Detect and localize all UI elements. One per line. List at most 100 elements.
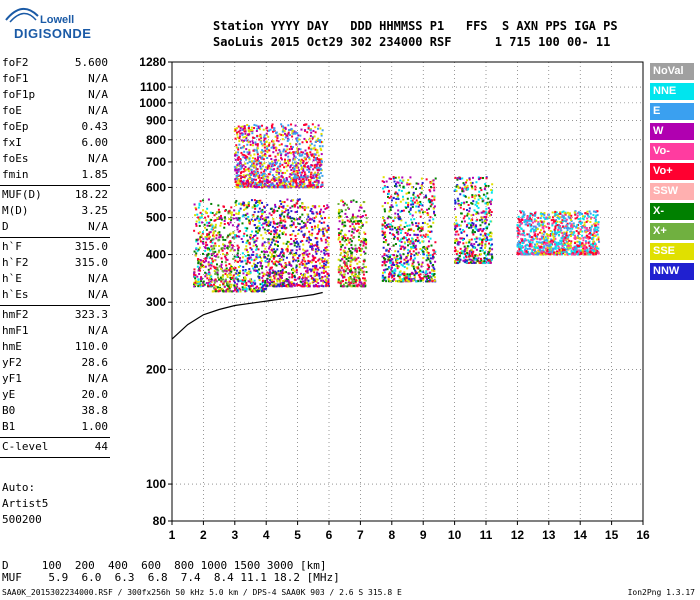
echo-point [216, 271, 219, 274]
echo-point [383, 186, 386, 189]
echo-point [325, 246, 328, 249]
echo-point [288, 263, 291, 266]
echo-point [403, 272, 406, 275]
echo-point [296, 240, 299, 243]
echo-point [320, 264, 323, 267]
echo-point [280, 133, 283, 136]
echo-point [465, 181, 468, 184]
echo-point [342, 237, 345, 240]
echo-point [393, 235, 396, 238]
echo-point [308, 168, 311, 171]
echo-point [245, 282, 248, 285]
echo-point [381, 274, 384, 277]
echo-point [475, 258, 478, 261]
echo-point [467, 213, 470, 216]
echo-point [400, 181, 403, 184]
echo-point [349, 218, 352, 221]
echo-point [339, 285, 342, 288]
echo-point [337, 281, 340, 284]
echo-point [305, 141, 308, 144]
echo-point [242, 265, 245, 268]
echo-point [420, 229, 423, 232]
echo-point [215, 212, 218, 215]
echo-point [340, 266, 343, 269]
echo-point [581, 215, 584, 218]
echo-point [270, 278, 273, 281]
echo-point [291, 257, 294, 260]
echo-point [282, 126, 285, 129]
echo-point [272, 211, 275, 214]
echo-point [236, 183, 239, 186]
echo-point [303, 284, 306, 287]
echo-point [271, 249, 274, 252]
echo-point [273, 164, 276, 167]
echo-point [239, 270, 242, 273]
echo-point [300, 151, 303, 154]
echo-point [294, 124, 297, 127]
echo-point [281, 163, 284, 166]
echo-point [304, 175, 307, 178]
x-tick-label: 11 [480, 528, 493, 542]
echo-point [489, 244, 492, 247]
echo-point [261, 201, 264, 204]
echo-point [256, 127, 259, 130]
echo-point [300, 168, 303, 171]
param-name: foEs [2, 152, 29, 165]
echo-point [394, 243, 397, 246]
echo-point [432, 266, 435, 269]
echo-point [194, 277, 197, 280]
echo-point [298, 254, 301, 257]
echo-point [271, 210, 274, 213]
echo-point [228, 241, 231, 244]
echo-point [292, 223, 295, 226]
echo-point [226, 281, 229, 284]
echo-point [458, 252, 461, 255]
echo-point [199, 211, 202, 214]
echo-point [284, 150, 287, 153]
x-tick-label: 2 [200, 528, 207, 542]
echo-point [454, 259, 457, 262]
echo-point [350, 267, 353, 270]
echo-point [471, 195, 474, 198]
echo-point [455, 258, 458, 261]
echo-point [391, 276, 394, 279]
echo-point [355, 258, 358, 261]
echo-point [327, 279, 330, 282]
echo-point [280, 284, 283, 287]
echo-point [476, 259, 479, 262]
echo-point [213, 254, 216, 257]
echo-point [389, 228, 392, 231]
echo-point [298, 198, 301, 201]
echo-point [490, 253, 493, 256]
echo-point [324, 266, 327, 269]
echo-point [256, 168, 259, 171]
echo-point [209, 231, 212, 234]
echo-point [402, 279, 405, 282]
echo-point [270, 241, 273, 244]
echo-point [324, 278, 327, 281]
echo-point [356, 220, 359, 223]
echo-point [424, 235, 427, 238]
param-name: h`E [2, 272, 22, 285]
echo-point [204, 259, 207, 262]
echo-point [194, 274, 197, 277]
echo-point [463, 250, 466, 253]
echo-point [327, 227, 330, 230]
echo-point [526, 216, 529, 219]
echo-point [206, 243, 209, 246]
echo-point [359, 268, 362, 271]
echo-point [301, 141, 304, 144]
echo-point [391, 205, 394, 208]
echo-point [205, 244, 208, 247]
echo-point [409, 246, 412, 249]
echo-point [236, 164, 239, 167]
echo-point [522, 230, 525, 233]
echo-point [278, 173, 281, 176]
echo-point [485, 219, 488, 222]
echo-point [263, 250, 266, 253]
echo-point [356, 266, 359, 269]
echo-point [218, 218, 221, 221]
echo-point [408, 183, 411, 186]
echo-point [262, 272, 265, 275]
param-row: C-level 44 [0, 439, 112, 455]
